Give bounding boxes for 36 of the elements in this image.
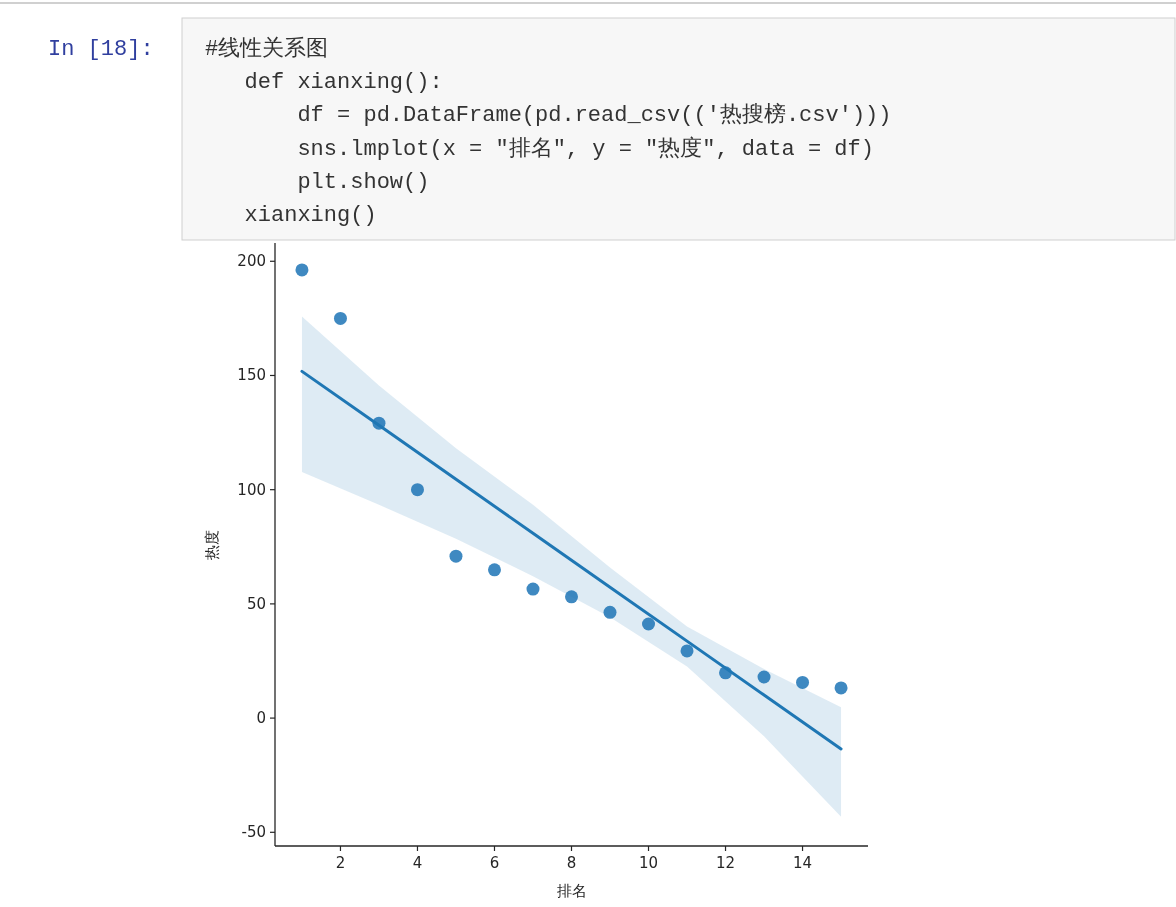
point	[565, 590, 578, 604]
point	[834, 681, 848, 695]
y-tick-label: 0	[256, 709, 266, 728]
text: In [18]:	[48, 37, 154, 62]
point	[603, 605, 617, 619]
y-tick-label: 100	[237, 480, 266, 499]
point	[410, 483, 424, 497]
y-tick-label: -50	[241, 823, 266, 842]
x-tick-label: 10	[638, 854, 659, 872]
y-tick-label: 50	[246, 594, 266, 613]
text: xianxing()	[205, 203, 377, 228]
x-axis-title: 排名	[556, 882, 587, 900]
line-series	[300, 369, 843, 751]
x-tick-label: 12	[715, 854, 736, 872]
text: df = pd.DataFrame(pd.read_csv(('热搜榜.csv')))	[205, 102, 892, 129]
point	[642, 617, 656, 631]
y-tick-label: 150	[237, 366, 266, 385]
text: def xianxing():	[205, 70, 443, 96]
point	[449, 549, 463, 563]
text: sns.lmplot(x = "排名", y = "热度", data = df)	[205, 135, 874, 162]
point	[526, 582, 540, 596]
point	[295, 263, 309, 277]
point	[333, 311, 347, 325]
y-tick-label: 200	[237, 252, 266, 271]
text: #线性关系图	[205, 36, 329, 62]
point	[796, 675, 810, 689]
point	[757, 670, 771, 684]
x-tick-label: 4	[412, 854, 423, 872]
x-tick-label: 8	[566, 854, 577, 872]
x-tick-label: 6	[489, 854, 500, 872]
point	[487, 563, 501, 577]
text: plt.show()	[205, 169, 430, 195]
y-axis-title: 热度	[203, 529, 221, 560]
point	[680, 644, 694, 658]
x-tick-label: 14	[792, 854, 813, 872]
x-tick-label: 2	[335, 854, 346, 872]
